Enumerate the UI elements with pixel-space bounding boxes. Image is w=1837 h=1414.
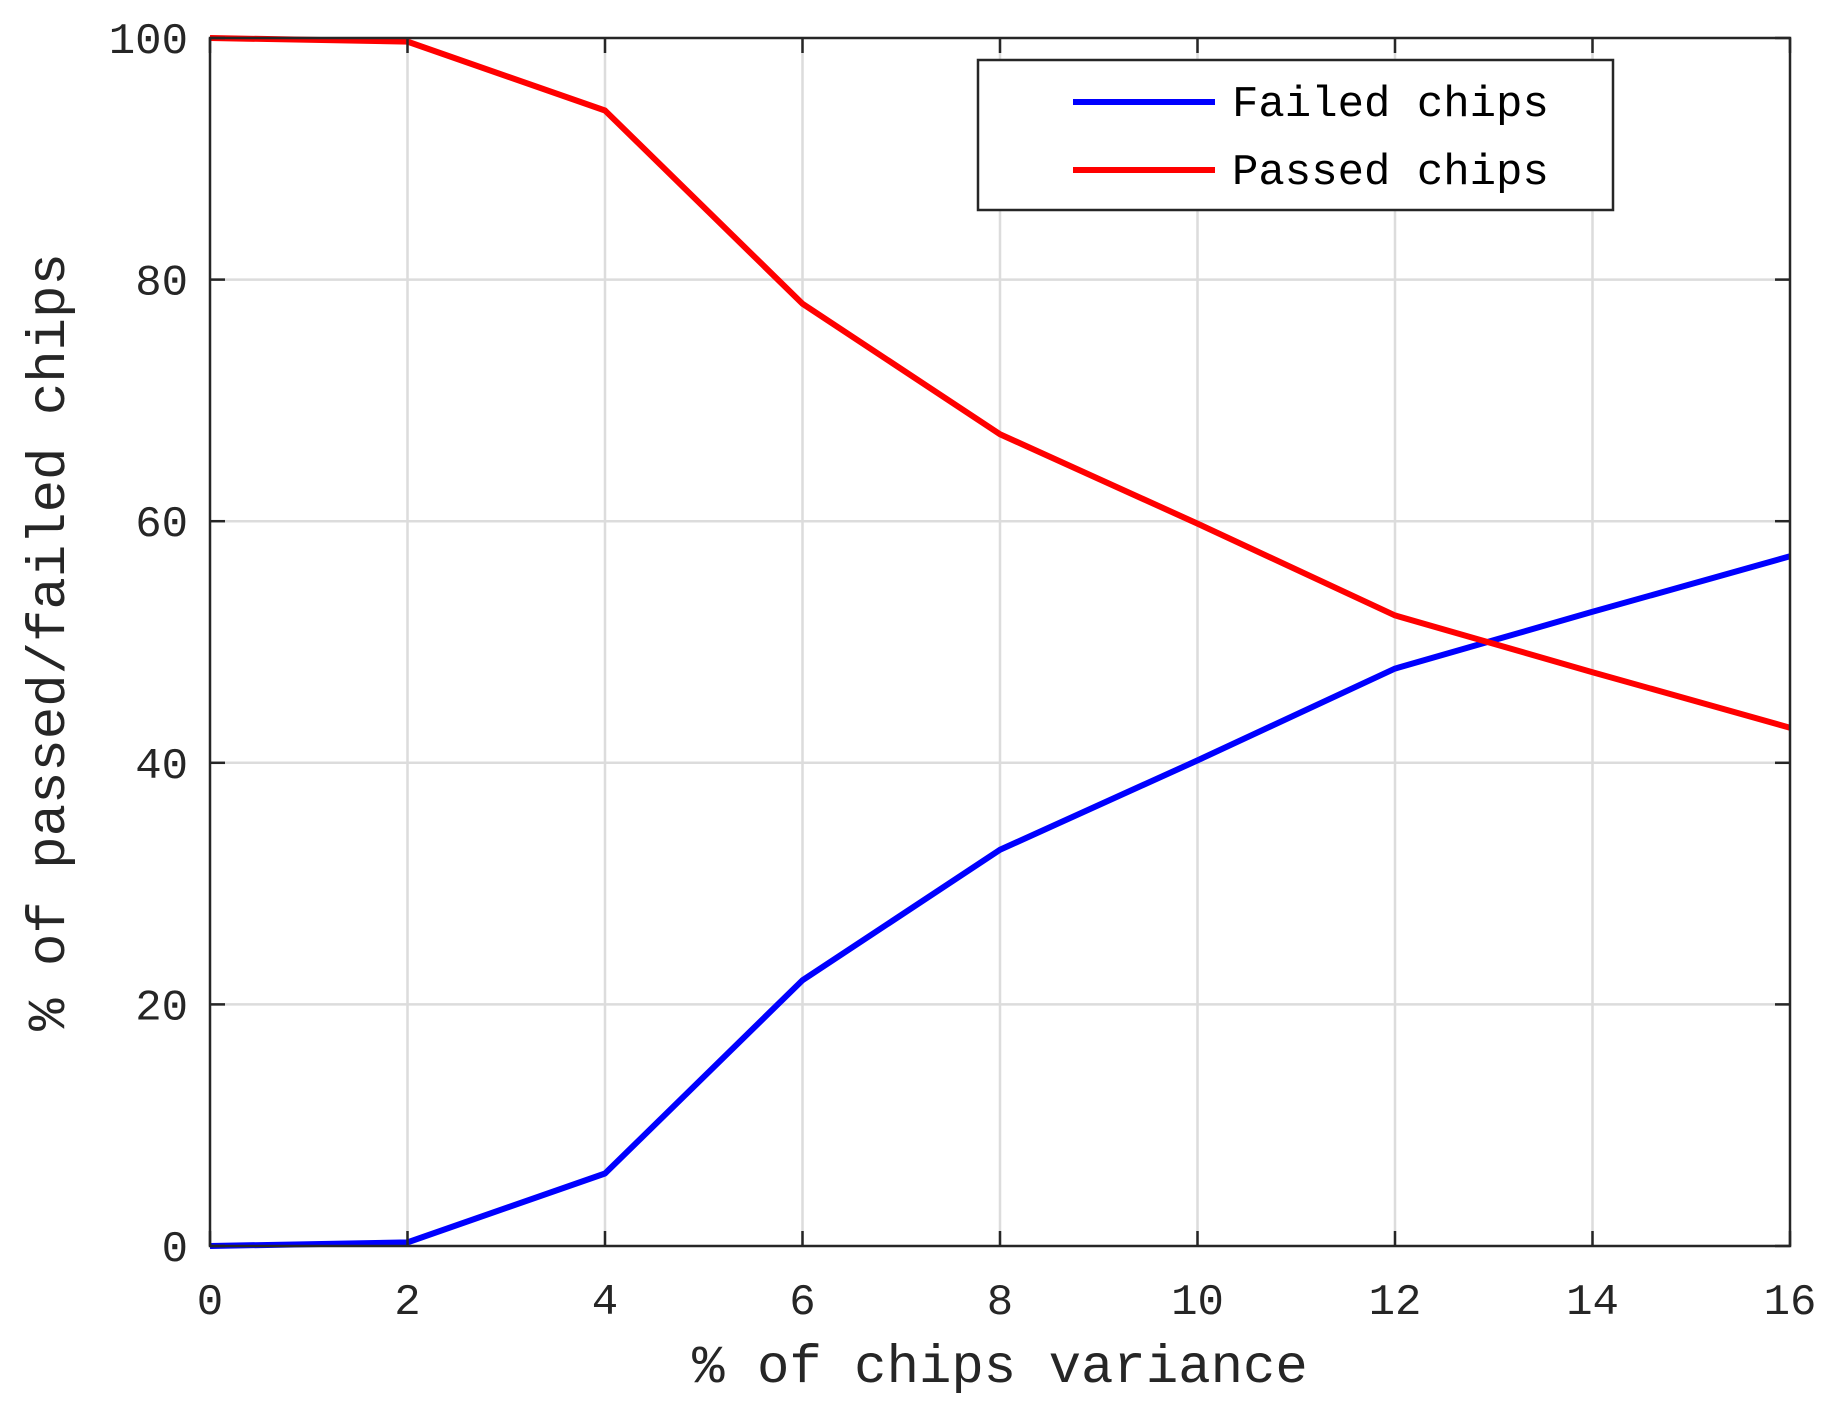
y-tick-label: 20	[135, 983, 188, 1033]
x-tick-label: 14	[1566, 1278, 1619, 1328]
y-tick-label: 100	[109, 17, 188, 67]
x-tick-label: 4	[592, 1278, 618, 1328]
legend-label-failed-chips: Failed chips	[1232, 80, 1549, 130]
grid	[210, 38, 1790, 1246]
series-lines	[209, 35, 1791, 1249]
x-axis-label: % of chips variance	[692, 1338, 1308, 1399]
legend-box	[976, 58, 1615, 212]
axis-ticks	[208, 36, 1792, 1248]
x-tick-label: 16	[1764, 1278, 1817, 1328]
y-axis-label: % of passed/failed chips	[20, 253, 81, 1031]
y-tick-label: 0	[162, 1225, 188, 1275]
x-tick-label: 10	[1171, 1278, 1224, 1328]
x-tick-label: 2	[394, 1278, 420, 1328]
legend: Failed chips Passed chips	[976, 58, 1615, 212]
x-tick-label: 0	[197, 1278, 223, 1328]
tick-labels: 0 2 4 6 8 10 12 14 16 0 20 40 60 80 100	[109, 17, 1817, 1328]
y-tick-label: 60	[135, 500, 188, 550]
series-line-failed-chips	[209, 553, 1791, 1249]
y-tick-label: 40	[135, 742, 188, 792]
x-tick-label: 12	[1369, 1278, 1422, 1328]
x-tick-label: 6	[789, 1278, 815, 1328]
x-tick-label: 8	[987, 1278, 1013, 1328]
series-line-passed-chips	[209, 35, 1791, 731]
legend-label-passed-chips: Passed chips	[1232, 148, 1549, 198]
y-tick-label: 80	[135, 259, 188, 309]
